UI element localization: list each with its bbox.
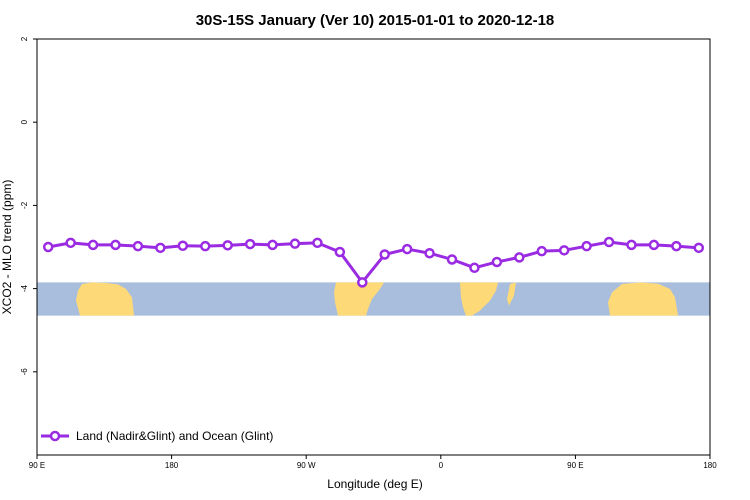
legend-label: Land (Nadir&Glint) and Ocean (Glint) [76, 429, 273, 443]
data-point [581, 240, 592, 252]
data-point [514, 252, 525, 263]
data-point [222, 240, 233, 251]
y-tick-label: -2 [20, 201, 29, 209]
data-point [289, 238, 301, 249]
data-point [648, 239, 660, 251]
data-point [200, 240, 211, 252]
data-point [626, 239, 637, 251]
data-point [424, 247, 435, 259]
data-point [558, 245, 570, 256]
y-axis: 2 0 -2 -4 -6 [20, 36, 37, 375]
y-tick-label: 2 [20, 36, 29, 41]
y-tick-label: -6 [20, 368, 29, 376]
legend: Land (Nadir&Glint) and Ocean (Glint) [41, 429, 273, 443]
data-point [446, 254, 458, 265]
series-layer [42, 236, 705, 288]
land-madagascar [507, 282, 516, 306]
data-point [357, 277, 368, 288]
data-point [244, 238, 256, 250]
plot-frame [36, 38, 711, 456]
data-point [401, 243, 413, 255]
x-tick-label: 90 E [567, 461, 583, 470]
data-point [693, 242, 705, 254]
data-point [334, 246, 346, 258]
y-axis-label: XCO2 - MLO trend (ppm) [0, 180, 14, 315]
data-point [491, 256, 503, 268]
data-point [110, 239, 121, 251]
x-tick-label: 90 E [29, 461, 45, 470]
x-axis-label: Longitude (deg E) [327, 477, 422, 491]
chart-title: 30S-15S January (Ver 10) 2015-01-01 to 2… [196, 12, 555, 29]
data-point [603, 236, 615, 248]
legend-marker [49, 430, 61, 442]
x-tick-label: 90 W [297, 461, 316, 470]
x-axis: 90 E 180 90 W 0 90 E 180 [29, 455, 717, 470]
land-australia [76, 282, 134, 316]
data-point [87, 239, 99, 251]
series-line [47, 240, 699, 284]
x-tick-label: 180 [703, 461, 717, 470]
land-south-america [334, 282, 384, 316]
y-tick-label: 0 [20, 119, 29, 124]
map-background [37, 282, 710, 316]
land-australia-east [608, 282, 678, 316]
data-point [132, 240, 144, 252]
x-tick-label: 0 [439, 461, 444, 470]
data-point [42, 241, 54, 253]
data-point [267, 239, 278, 251]
data-point [379, 249, 390, 260]
x-tick-label: 180 [165, 461, 179, 470]
data-point [65, 237, 76, 249]
data-point [536, 245, 547, 257]
y-tick-label: -4 [20, 284, 29, 292]
data-point [177, 240, 189, 252]
data-point [469, 262, 480, 274]
data-point [312, 237, 323, 249]
data-point [671, 240, 682, 252]
data-point [155, 242, 166, 254]
land-africa [460, 282, 498, 316]
